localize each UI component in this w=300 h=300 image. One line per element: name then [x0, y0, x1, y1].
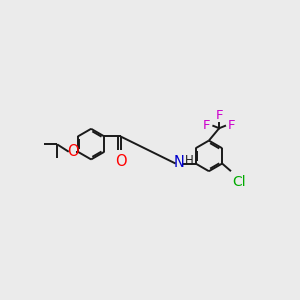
Text: N: N [174, 155, 185, 170]
Text: Cl: Cl [232, 175, 246, 189]
Text: F: F [228, 119, 236, 132]
Text: F: F [215, 109, 223, 122]
Text: O: O [67, 144, 78, 159]
Text: H: H [185, 154, 194, 166]
Text: O: O [115, 154, 126, 169]
Text: F: F [203, 119, 210, 132]
